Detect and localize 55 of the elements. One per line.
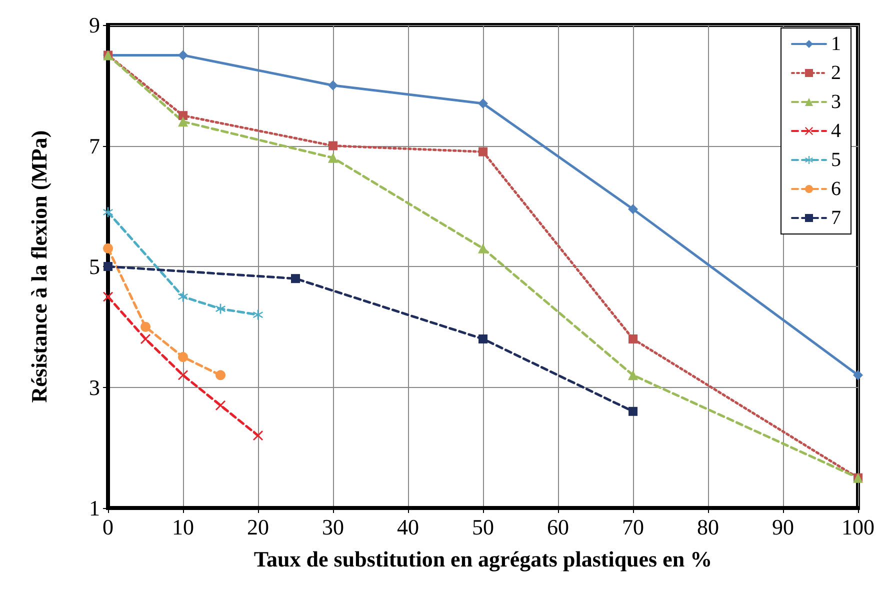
point xyxy=(253,430,263,441)
point xyxy=(178,111,188,120)
point xyxy=(178,50,188,60)
point xyxy=(478,147,488,156)
point xyxy=(478,243,488,254)
point xyxy=(291,274,300,284)
point xyxy=(628,406,638,416)
x-tick-label: 40 xyxy=(397,514,419,540)
y-tick-label: 9 xyxy=(89,12,100,38)
legend-label: 2 xyxy=(831,62,841,84)
y-axis-title: Résistance à la flexion (MPa) xyxy=(26,130,52,403)
x-tick-label: 0 xyxy=(102,514,114,540)
point xyxy=(216,304,226,314)
point xyxy=(140,322,150,332)
x-axis-title: Taux de substitution en agrégats plastiques en % xyxy=(254,546,712,572)
x-tick-label: 60 xyxy=(547,514,569,540)
point xyxy=(853,370,863,380)
legend-label: 3 xyxy=(831,91,841,113)
x-tick-label: 10 xyxy=(172,514,194,540)
point xyxy=(478,334,488,344)
point xyxy=(216,370,226,380)
legend-label: 1 xyxy=(831,33,841,55)
legend-label: 5 xyxy=(831,149,841,171)
point xyxy=(628,370,638,380)
point xyxy=(178,292,188,302)
legend-label: 7 xyxy=(831,207,841,229)
point xyxy=(478,98,488,108)
point xyxy=(103,207,113,218)
point xyxy=(178,352,188,362)
point xyxy=(328,152,338,163)
point xyxy=(103,243,113,254)
point xyxy=(140,334,150,344)
point xyxy=(178,370,188,380)
point xyxy=(328,141,338,150)
y-tick-label: 3 xyxy=(89,374,100,400)
x-tick-label: 30 xyxy=(322,514,344,540)
x-tick-label: 70 xyxy=(622,514,644,540)
point xyxy=(216,400,226,410)
y-tick-label: 5 xyxy=(89,254,100,279)
point xyxy=(178,116,188,127)
point xyxy=(104,262,112,271)
x-tick-label: 100 xyxy=(842,514,874,540)
x-tick-label: 80 xyxy=(697,514,719,540)
y-tick-label: 1 xyxy=(89,496,100,520)
point xyxy=(103,292,113,302)
point xyxy=(253,310,263,320)
x-tick-label: 20 xyxy=(247,514,269,540)
x-tick-label: 50 xyxy=(472,514,494,540)
legend-label: 6 xyxy=(831,178,841,200)
legend-label: 4 xyxy=(831,120,841,142)
point xyxy=(628,204,638,214)
x-tick-label: 90 xyxy=(772,514,794,540)
point xyxy=(628,334,638,344)
point xyxy=(328,80,338,90)
y-tick-label: 7 xyxy=(89,133,100,158)
